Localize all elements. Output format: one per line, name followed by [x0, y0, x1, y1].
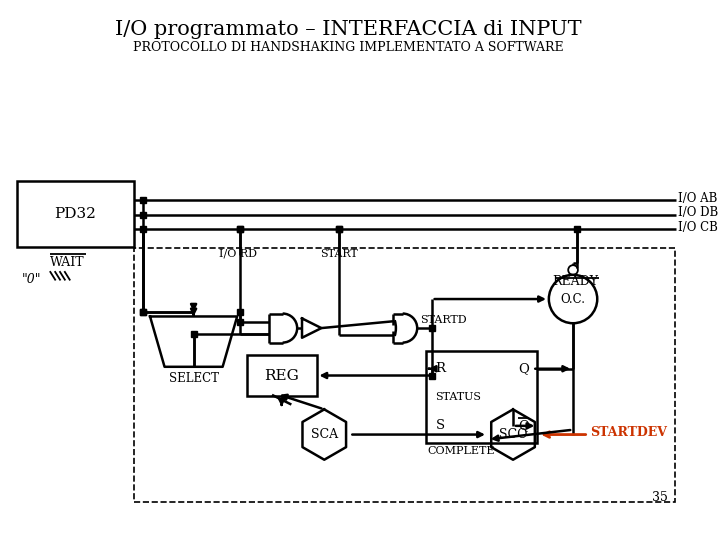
Text: Q: Q	[518, 420, 528, 433]
Text: R: R	[436, 362, 446, 375]
Text: WAIT: WAIT	[50, 256, 85, 269]
Text: SCO: SCO	[499, 428, 527, 441]
Bar	[134, 248, 675, 502]
Text: SCA: SCA	[311, 428, 338, 441]
Text: I/O DB: I/O DB	[678, 206, 718, 219]
Text: "0": "0"	[22, 273, 41, 286]
Text: I/O programmato – INTERFACCIA di INPUT: I/O programmato – INTERFACCIA di INPUT	[115, 21, 582, 39]
Text: START: START	[320, 249, 358, 259]
Text: PROTOCOLLO DI HANDSHAKING IMPLEMENTATO A SOFTWARE: PROTOCOLLO DI HANDSHAKING IMPLEMENTATO A…	[133, 41, 564, 54]
Text: STARTDEV: STARTDEV	[590, 426, 667, 439]
Text: SELECT: SELECT	[168, 372, 219, 384]
Text: COMPLETE: COMPLETE	[428, 446, 495, 456]
Text: STATUS: STATUS	[436, 392, 482, 402]
Text: REG: REG	[264, 368, 299, 382]
Text: O.C.: O.C.	[561, 293, 585, 306]
Bar	[247, 355, 317, 396]
Text: 35: 35	[652, 491, 668, 504]
Text: I/O RD: I/O RD	[219, 249, 257, 259]
Text: I/O AB: I/O AB	[678, 192, 717, 205]
Bar	[17, 181, 134, 247]
Text: PD32: PD32	[55, 207, 96, 221]
Text: READY: READY	[552, 275, 598, 288]
Text: Q: Q	[518, 362, 528, 375]
Text: I/O CB: I/O CB	[678, 221, 717, 234]
Text: S: S	[436, 420, 445, 433]
Text: STARTD: STARTD	[420, 315, 467, 325]
Bar	[426, 352, 537, 443]
